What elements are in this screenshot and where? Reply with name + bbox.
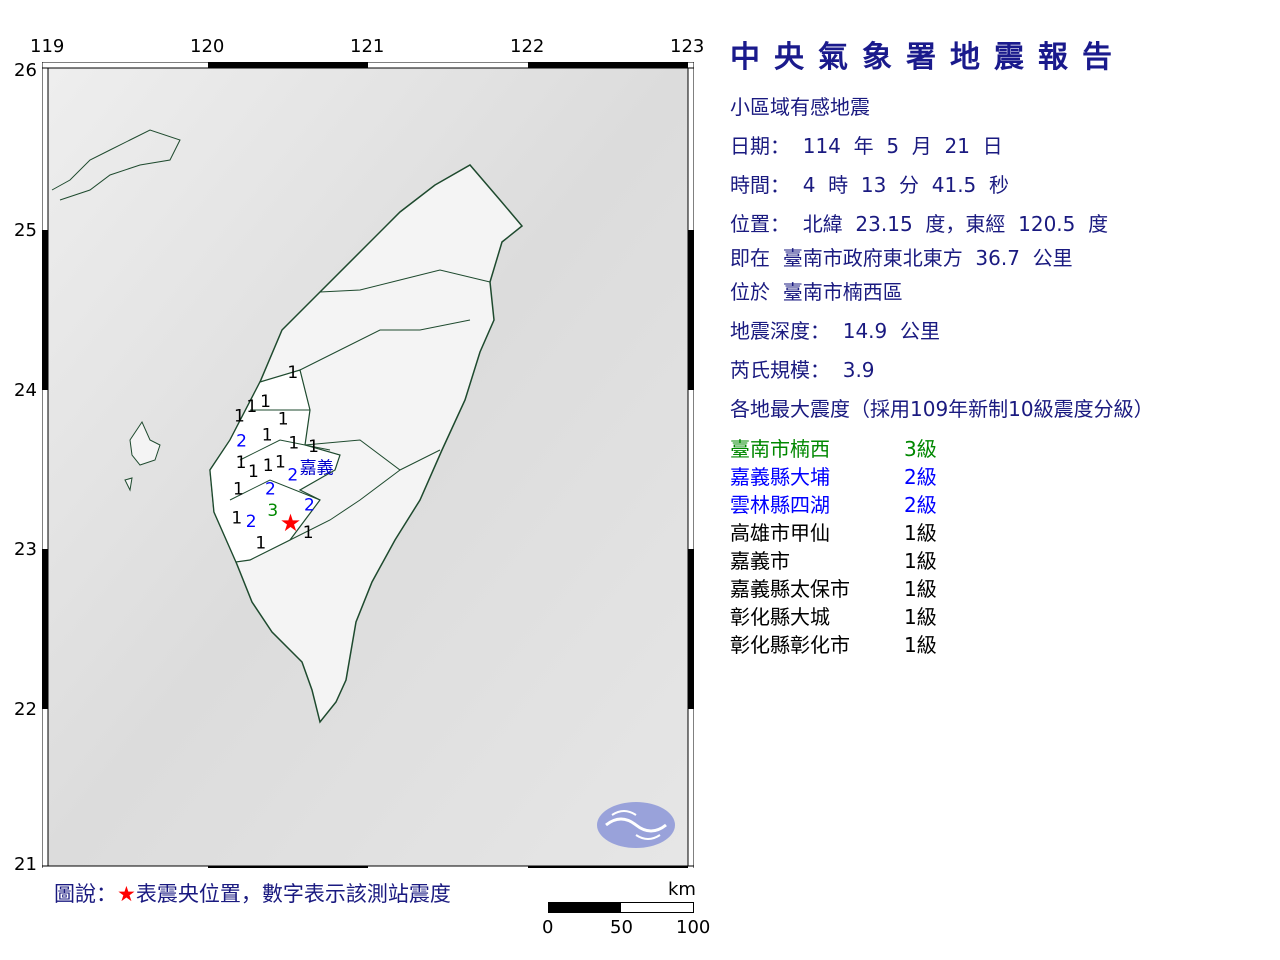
station-intensity: 1 <box>246 397 257 417</box>
station-intensity: 3 <box>267 501 278 521</box>
station-intensity: 2 <box>287 465 298 485</box>
event-time: 時間： 4 時 13 分 41.5 秒 <box>730 173 1009 197</box>
lat-tick: 24 <box>14 380 37 401</box>
legend-text: 表震央位置，數字表示該測站震度 <box>135 882 451 906</box>
intensity-row: 高雄市甲仙 1級 <box>730 517 937 546</box>
intensity-row: 嘉義縣太保市 1級 <box>730 573 937 602</box>
intensity-level: 2級 <box>904 465 937 489</box>
intensity-row: 彰化縣大城 1級 <box>730 601 937 630</box>
intensity-place: 高雄市甲仙 <box>730 521 830 545</box>
intensity-place: 雲林縣四湖 <box>730 493 830 517</box>
cwa-logo <box>597 802 675 848</box>
station-intensity: 1 <box>255 534 266 554</box>
map-legend: 圖說：★表震央位置，數字表示該測站震度 <box>54 878 451 908</box>
station-intensity: 1 <box>248 462 259 482</box>
intensity-level: 3級 <box>904 437 937 461</box>
event-date: 日期： 114 年 5 月 21 日 <box>730 134 1003 158</box>
intensity-level: 1級 <box>904 605 937 629</box>
epicenter-star-icon: ★ <box>280 509 302 537</box>
station-intensity: 1 <box>262 425 273 445</box>
station-intensity: 1 <box>236 453 247 473</box>
lon-tick: 120 <box>190 36 225 57</box>
station-intensity: 1 <box>260 392 271 412</box>
intensity-header: 各地最大震度（採用109年新制10級震度分級） <box>730 397 1154 421</box>
event-relative-location: 即在 臺南市政府東北東方 36.7 公里 <box>730 246 1073 270</box>
lon-tick: 123 <box>670 36 705 57</box>
station-intensity: 2 <box>265 479 276 499</box>
intensity-level: 1級 <box>904 577 937 601</box>
lon-tick: 121 <box>350 36 385 57</box>
scale-unit: km <box>668 879 696 900</box>
event-district: 位於 臺南市楠西區 <box>730 280 903 304</box>
intensity-place: 嘉義市 <box>730 549 790 573</box>
scale-label: 0 <box>542 917 554 938</box>
station-intensity: 1 <box>308 437 319 457</box>
lon-tick: 119 <box>30 36 65 57</box>
lat-tick: 22 <box>14 699 37 720</box>
station-intensity: 1 <box>234 406 245 426</box>
intensity-level: 1級 <box>904 521 937 545</box>
intensity-row: 雲林縣四湖 2級 <box>730 489 937 518</box>
penghu-islands <box>124 420 161 492</box>
station-intensity: 1 <box>287 363 298 383</box>
lat-tick: 26 <box>14 60 37 81</box>
intensity-place: 嘉義縣太保市 <box>730 577 850 601</box>
station-intensity: 2 <box>246 512 257 532</box>
station-intensity: 2 <box>236 431 247 451</box>
intensity-place: 嘉義縣大埔 <box>730 465 830 489</box>
station-intensity: 2 <box>304 496 315 516</box>
intensity-level: 1級 <box>904 549 937 573</box>
lon-tick: 122 <box>510 36 545 57</box>
intensity-row: 嘉義市 1級 <box>730 545 937 574</box>
intensity-row: 臺南市楠西 3級 <box>730 433 937 462</box>
station-intensity: 1 <box>275 453 286 473</box>
event-depth: 地震深度： 14.9 公里 <box>730 319 940 343</box>
intensity-level: 2級 <box>904 493 937 517</box>
station-intensity: 1 <box>231 508 242 528</box>
intensity-row: 嘉義縣大埔 2級 <box>730 461 937 490</box>
station-intensity: 1 <box>303 523 314 543</box>
station-intensity: 1 <box>278 410 289 430</box>
event-location: 位置： 北緯 23.15 度，東經 120.5 度 <box>730 212 1109 236</box>
scale-label: 50 <box>610 917 633 938</box>
station-intensity: 1 <box>263 456 274 476</box>
station-intensity: 1 <box>288 433 299 453</box>
star-icon: ★ <box>117 882 136 906</box>
intensity-row: 彰化縣彰化市 1級 <box>730 629 937 658</box>
intensity-place: 彰化縣大城 <box>730 605 830 629</box>
intensity-place: 臺南市楠西 <box>730 437 830 461</box>
report-title: 中央氣象署地震報告 <box>730 40 1126 75</box>
intensity-place: 彰化縣彰化市 <box>730 633 850 657</box>
lat-tick: 23 <box>14 539 37 560</box>
lat-tick: 21 <box>14 854 37 875</box>
station-intensity: 1 <box>233 480 244 500</box>
scale-label: 100 <box>676 917 711 938</box>
event-type: 小區域有感地震 <box>730 95 870 119</box>
event-magnitude: 芮氏規模： 3.9 <box>730 358 875 382</box>
place-label-chiayi: 嘉義 <box>300 459 334 479</box>
china-coast <box>51 129 181 201</box>
legend-prefix: 圖說： <box>54 882 117 906</box>
intensity-level: 1級 <box>904 633 937 657</box>
lat-tick: 25 <box>14 220 37 241</box>
